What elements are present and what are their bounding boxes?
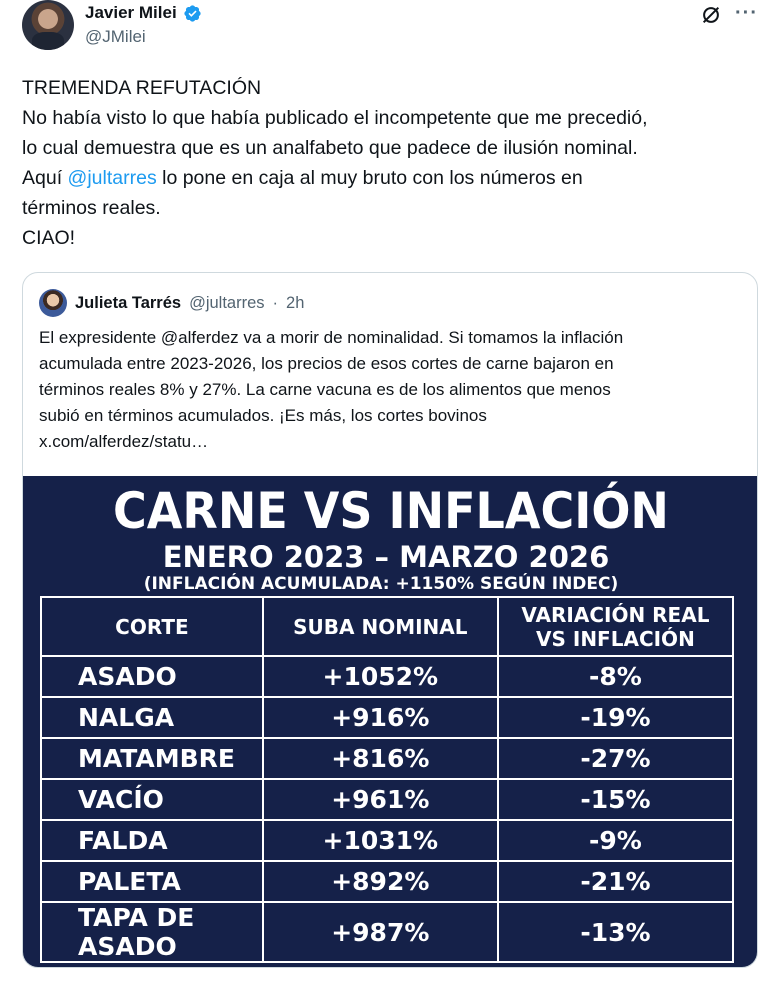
- author-avatar[interactable]: [22, 0, 74, 50]
- table-header-row: CORTE SUBA NOMINAL VARIACIÓN REAL VS INFL…: [40, 596, 735, 657]
- table-row: FALDA +1031% -9%: [40, 819, 735, 862]
- cut-name: VACÍO: [40, 778, 264, 821]
- more-options-icon[interactable]: ···: [735, 2, 758, 24]
- quoted-tweet-image[interactable]: CARNE VS INFLACIÓN ENERO 2023 – MARZO 20…: [23, 476, 757, 967]
- image-note: (INFLACIÓN ACUMULADA: +1150% SEGÚN INDEC…: [143, 574, 619, 594]
- real-variation: -8%: [496, 655, 735, 698]
- grok-icon[interactable]: [700, 4, 722, 26]
- nominal-increase: +1031%: [261, 819, 499, 862]
- image-subtitle: ENERO 2023 – MARZO 2026: [162, 540, 610, 574]
- table-row: VACÍO +961% -15%: [40, 778, 735, 821]
- quoted-tweet-card[interactable]: Julieta Tarrés @jultarres · 2h El expres…: [22, 272, 758, 968]
- quoted-line: El expresidente @alferdez va a morir de …: [39, 328, 624, 347]
- real-variation: -19%: [496, 696, 735, 739]
- table-row: NALGA +916% -19%: [40, 696, 735, 739]
- nominal-increase: +892%: [261, 860, 499, 903]
- real-variation: -21%: [496, 860, 735, 903]
- real-variation: -9%: [496, 819, 735, 862]
- nominal-increase: +816%: [261, 737, 499, 780]
- quoted-author-name[interactable]: Julieta Tarrés: [75, 293, 182, 312]
- meat-inflation-table: CORTE SUBA NOMINAL VARIACIÓN REAL VS INFL…: [40, 596, 735, 963]
- column-header: CORTE: [40, 596, 264, 657]
- real-variation: -13%: [496, 901, 735, 963]
- quoted-line: acumulada entre 2023-2026, los precios d…: [39, 354, 614, 373]
- quoted-author-avatar[interactable]: [39, 289, 67, 317]
- quoted-line-link[interactable]: x.com/alferdez/statu…: [39, 432, 209, 451]
- real-variation: -15%: [496, 778, 735, 821]
- tweet-line: TREMENDA REFUTACIÓN: [22, 77, 262, 99]
- nominal-increase: +961%: [261, 778, 499, 821]
- quoted-tweet-time[interactable]: 2h: [286, 293, 305, 312]
- cut-name: TAPA DE ASADO: [40, 901, 264, 963]
- tweet-text-fragment: lo pone en caja al muy bruto con los núm…: [156, 167, 583, 189]
- cut-name: FALDA: [40, 819, 264, 862]
- cut-name: MATAMBRE: [40, 737, 264, 780]
- tweet-line: lo cual demuestra que es un analfabeto q…: [22, 137, 638, 159]
- author-name-row: Javier Milei: [85, 3, 202, 23]
- table-row: MATAMBRE +816% -27%: [40, 737, 735, 780]
- tweet-text-fragment: Aquí: [22, 167, 68, 189]
- tweet-line: No había visto lo que había publicado el…: [22, 107, 648, 129]
- cut-name: PALETA: [40, 860, 264, 903]
- mention-link[interactable]: @jultarres: [67, 167, 157, 189]
- quoted-author-handle[interactable]: @jultarres: [189, 293, 265, 312]
- quoted-line: subió en términos acumulados. ¡Es más, l…: [39, 406, 487, 425]
- quoted-tweet-header: Julieta Tarrés @jultarres · 2h: [39, 289, 304, 317]
- tweet-text: TREMENDA REFUTACIÓN No había visto lo qu…: [22, 73, 767, 253]
- table-row: PALETA +892% -21%: [40, 860, 735, 903]
- table-row: ASADO +1052% -8%: [40, 655, 735, 698]
- quoted-tweet-text: El expresidente @alferdez va a morir de …: [39, 325, 749, 455]
- author-display-name[interactable]: Javier Milei: [85, 3, 177, 22]
- real-variation: -27%: [496, 737, 735, 780]
- tweet-line-with-mention: Aquí @jultarres lo pone en caja al muy b…: [22, 163, 767, 193]
- column-header: VARIACIÓN REAL VS INFLACIÓN: [496, 596, 735, 657]
- quoted-line: términos reales 8% y 27%. La carne vacun…: [39, 380, 611, 399]
- column-header: SUBA NOMINAL: [261, 596, 499, 657]
- cut-name: NALGA: [40, 696, 264, 739]
- nominal-increase: +916%: [261, 696, 499, 739]
- cut-name: ASADO: [40, 655, 264, 698]
- tweet-line: términos reales.: [22, 197, 161, 219]
- nominal-increase: +1052%: [261, 655, 499, 698]
- table-row: TAPA DE ASADO +987% -13%: [40, 901, 735, 963]
- dot-separator: ·: [272, 293, 279, 312]
- nominal-increase: +987%: [261, 901, 499, 963]
- image-title: CARNE VS INFLACIÓN: [113, 482, 669, 540]
- verified-badge-icon: [184, 4, 201, 22]
- author-handle[interactable]: @JMilei: [85, 27, 146, 46]
- tweet-line: CIAO!: [22, 227, 76, 249]
